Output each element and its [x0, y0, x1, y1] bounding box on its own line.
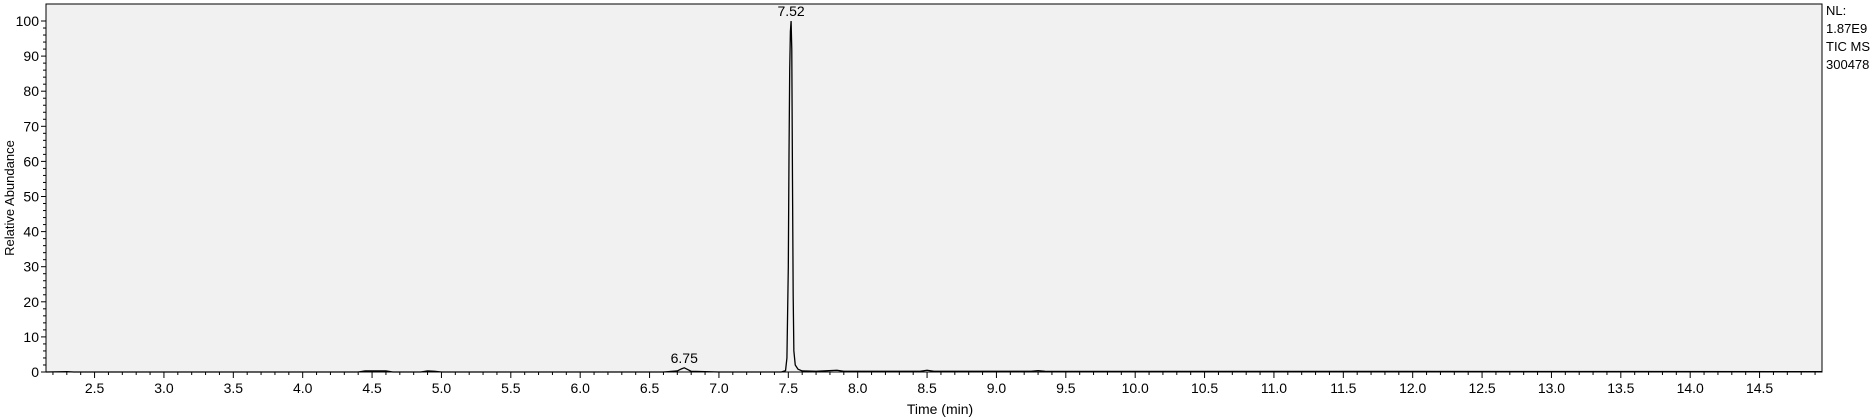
- y-tick-label: 10: [23, 329, 39, 345]
- x-tick-label: 4.0: [293, 380, 313, 396]
- y-axis: 0 10 20 30 40 50 60 70 80 90 100: [16, 13, 46, 380]
- x-tick-label: 4.5: [362, 380, 382, 396]
- x-tick-label: 7.0: [709, 380, 729, 396]
- x-tick-label: 10.5: [1191, 380, 1218, 396]
- x-axis-label: Time (min): [907, 401, 973, 417]
- series-layer: [45, 20, 1823, 373]
- x-tick-label: 11.0: [1261, 380, 1287, 396]
- x-tick-label: 10.0: [1122, 380, 1149, 396]
- y-tick-label: 30: [23, 259, 39, 275]
- x-tick-label: 14.0: [1677, 380, 1704, 396]
- y-axis-label: Relative Abundance: [2, 140, 17, 256]
- y-tick-label: 100: [16, 13, 40, 29]
- x-tick-label: 9.0: [987, 380, 1007, 396]
- x-tick-label: 11.5: [1330, 380, 1356, 396]
- series-line: [45, 20, 1823, 373]
- x-tick-label: 14.5: [1746, 380, 1773, 396]
- y-tick-label: 80: [23, 83, 39, 99]
- x-tick-label: 12.0: [1399, 380, 1426, 396]
- info-block: NL: 1.87E9 TIC MS 300478: [1826, 3, 1870, 72]
- x-tick-label: 12.5: [1468, 380, 1495, 396]
- x-tick-label: 6.5: [640, 380, 660, 396]
- peak-label: 6.75: [671, 350, 698, 366]
- x-tick-label: 3.0: [154, 380, 174, 396]
- x-tick-label: 8.0: [848, 380, 868, 396]
- x-tick-label: 8.5: [917, 380, 937, 396]
- y-tick-label: 70: [23, 118, 39, 134]
- x-tick-label: 3.5: [224, 380, 244, 396]
- info-line: 300478: [1826, 57, 1869, 72]
- y-tick-label: 20: [23, 294, 39, 310]
- peak-label: 7.52: [777, 3, 804, 19]
- x-axis: 2.5 3.0 3.5 4.0 4.5 5.0 5.5 6.0 6.5 7.0 7.5 8.0 8.5 9…: [52, 372, 1816, 396]
- x-tick-label: 6.0: [570, 380, 590, 396]
- x-tick-label: 5.0: [432, 380, 452, 396]
- y-tick-label: 50: [23, 189, 39, 205]
- x-tick-label: 13.0: [1538, 380, 1565, 396]
- y-tick-label: 40: [23, 224, 39, 240]
- peak-labels: 7.52 6.75: [671, 3, 805, 366]
- x-tick-label: 2.5: [85, 380, 105, 396]
- plot-area: [45, 3, 1823, 373]
- y-tick-label: 90: [23, 48, 39, 64]
- y-tick-label: 60: [23, 153, 39, 169]
- x-tick-label: 13.5: [1607, 380, 1634, 396]
- info-line: 1.87E9: [1826, 21, 1867, 36]
- info-line: NL:: [1826, 3, 1846, 18]
- info-line: TIC MS: [1826, 39, 1870, 54]
- x-tick-label: 5.5: [501, 380, 521, 396]
- x-tick-label: 7.5: [779, 380, 799, 396]
- x-tick-label: 9.5: [1056, 380, 1076, 396]
- y-tick-label: 0: [31, 364, 39, 380]
